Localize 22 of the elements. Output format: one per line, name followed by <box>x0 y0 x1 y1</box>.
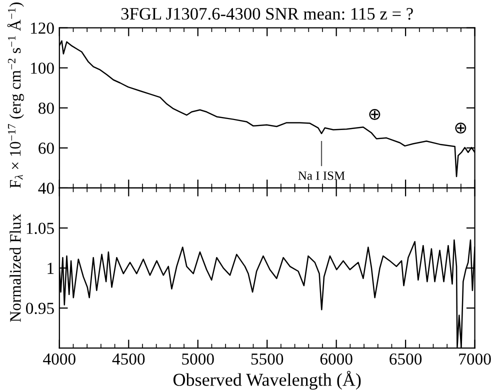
x-tick-label: 6000 <box>320 353 352 365</box>
y-tick-label: 60 <box>38 142 54 154</box>
chart-title: 3FGL J1307.6-4300 SNR mean: 115 z = ? <box>121 8 413 20</box>
x-axis-title: Observed Wavelength (Å) <box>173 370 361 390</box>
x-tick-label: 4500 <box>112 353 145 365</box>
x-tick-label: 5000 <box>182 353 214 365</box>
y-tick-label: 0.95 <box>26 302 54 314</box>
y-tick-label: 1 <box>48 262 54 274</box>
x-tick-label: 7000 <box>459 353 491 365</box>
y-tick-label: 120 <box>31 22 54 34</box>
text: F$_{λ}$ × 10$^{−17}$ (erg cm$^{−2}$ s$^{−1}$ Å$^{−1}$) <box>7 2 24 188</box>
y-tick-label: 100 <box>31 62 54 74</box>
y-tick-label: 40 <box>38 182 54 194</box>
x-tick-label: 4000 <box>43 353 76 365</box>
y-axis-title: Normalized Flux <box>10 214 21 322</box>
x-tick-label: 6500 <box>390 353 422 365</box>
x-tick-label: 5500 <box>251 353 284 365</box>
y-tick-label: 1.05 <box>26 222 54 234</box>
y-tick-label: 80 <box>38 102 54 114</box>
annotation: Na I ISM <box>298 171 345 180</box>
annotation: ⊕ <box>455 122 466 134</box>
annotation: ⊕ <box>369 108 380 120</box>
